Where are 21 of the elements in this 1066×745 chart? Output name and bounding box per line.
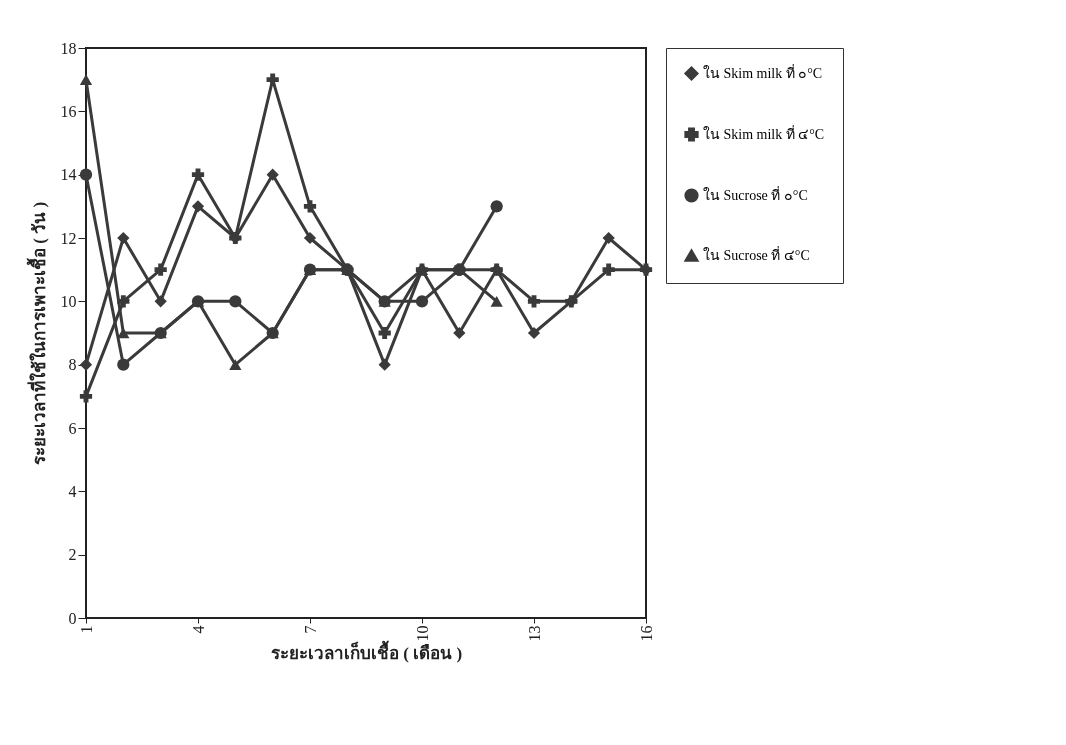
y-tick-label: 6 <box>68 419 77 437</box>
legend-label: ใน Skim milk ที่ ๔°C <box>703 124 825 142</box>
x-tick-label: 10 <box>413 625 431 642</box>
y-tick-label: 16 <box>60 102 77 120</box>
y-axis-title: ระยะเวลาที่ใช้ในการเพาะเชื้อ ( วัน ) <box>25 201 49 466</box>
y-tick-label: 18 <box>60 39 77 57</box>
x-tick-label: 13 <box>525 625 543 642</box>
x-tick-label: 1 <box>77 625 95 634</box>
y-tick-label: 0 <box>68 609 77 627</box>
x-tick-label: 7 <box>301 625 319 634</box>
y-tick-label: 2 <box>68 546 77 564</box>
y-tick-label: 10 <box>60 292 77 310</box>
y-tick-label: 14 <box>60 166 77 184</box>
legend-label: ใน Skim milk ที่ ๐°C <box>703 63 823 81</box>
x-tick-label: 16 <box>637 625 655 642</box>
y-tick-label: 4 <box>68 482 77 500</box>
legend-label: ใน Sucrose ที่ ๔°C <box>703 245 810 263</box>
y-tick-label: 8 <box>68 356 77 374</box>
y-tick-label: 12 <box>60 229 77 247</box>
legend-label: ใน Sucrose ที่ ๐°C <box>703 185 808 203</box>
x-tick-label: 4 <box>189 625 207 634</box>
